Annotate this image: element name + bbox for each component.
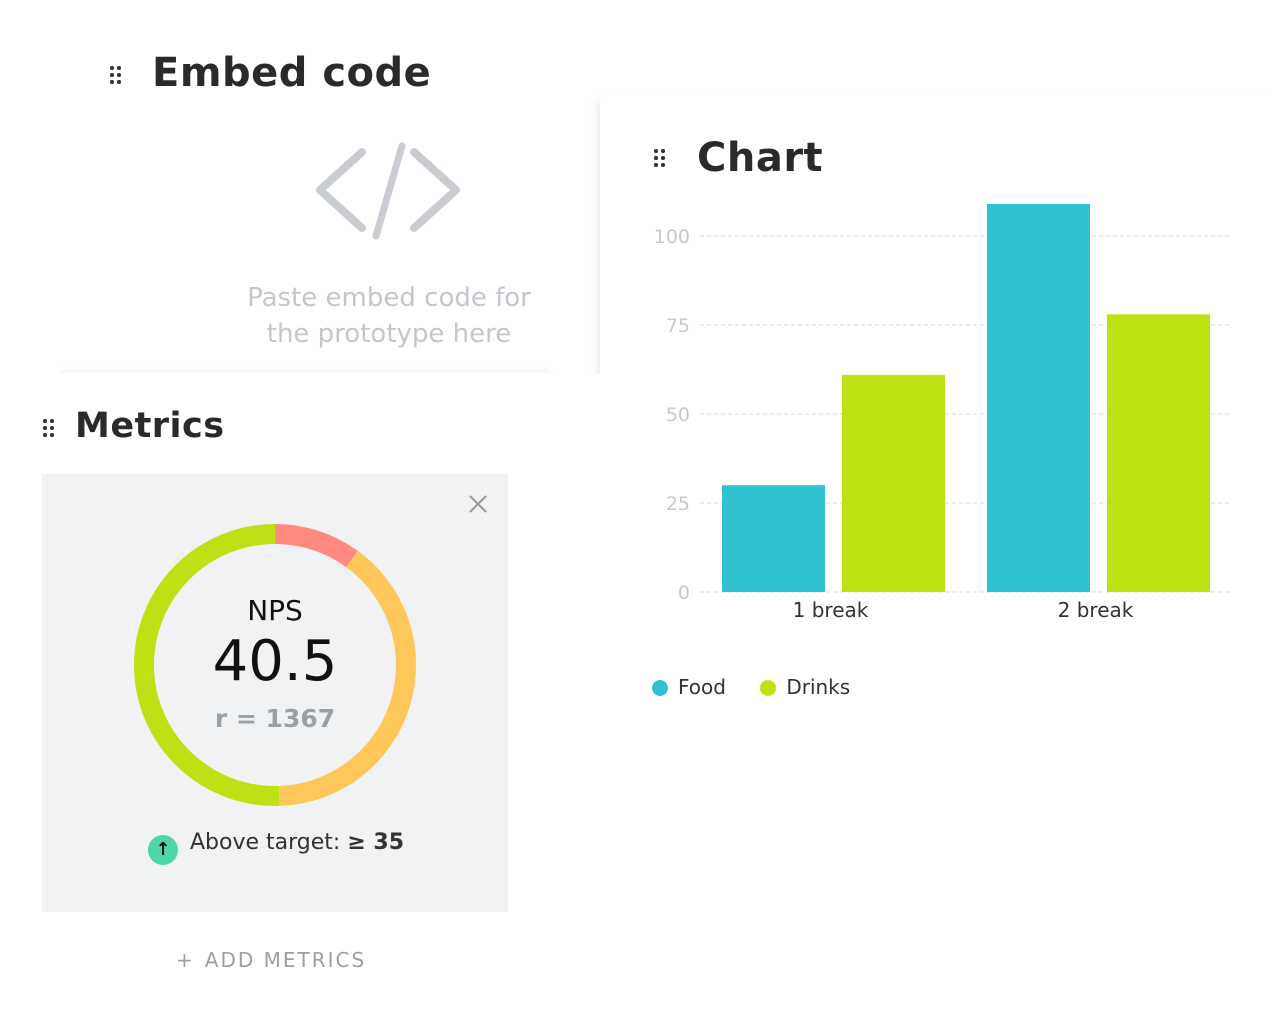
response-count: r = 1367: [214, 704, 336, 733]
nps-metric-card: NPS 40.5 r = 1367 ↑ Above target: ≥ 35: [42, 474, 508, 912]
donut-segment-detractors: [274, 524, 358, 568]
metrics-title: Metrics: [75, 406, 225, 446]
legend-label: Food: [678, 675, 726, 699]
target-label: Above target:: [190, 830, 341, 855]
legend-item-food[interactable]: Food: [652, 675, 726, 699]
y-tick-label: 50: [666, 404, 690, 426]
target-status: ↑ Above target: ≥ 35: [148, 830, 404, 865]
x-tick-label: 2 break: [1058, 598, 1134, 622]
y-tick-label: 0: [678, 582, 690, 604]
embed-placeholder[interactable]: Paste embed code for the prototype here: [190, 280, 588, 352]
bar-drinks: [1107, 314, 1210, 592]
plus-icon: +: [176, 948, 195, 972]
bar-drinks: [842, 374, 945, 592]
nps-value: 40.5: [212, 629, 338, 694]
code-icon: [316, 142, 460, 240]
legend-dot-icon: [652, 680, 668, 696]
metrics-panel: Metrics NPS 40.5 r = 1367 ↑ Above target:…: [0, 374, 600, 1012]
embed-code-panel: Embed code Paste embed code for the prot…: [0, 0, 600, 400]
bar-food: [987, 203, 1090, 592]
target-value: ≥ 35: [347, 830, 405, 855]
y-tick-label: 75: [666, 315, 690, 337]
legend-dot-icon: [760, 680, 777, 696]
close-icon[interactable]: [468, 494, 488, 514]
bar-chart: 0 25 50 75 100 1 break 2 break: [654, 203, 1230, 622]
add-metrics-button[interactable]: + ADD METRICS: [176, 948, 366, 972]
chart-title: Chart: [697, 135, 824, 181]
chart-legend: Food Drinks: [652, 675, 850, 699]
arrow-up-icon: ↑: [148, 835, 178, 865]
legend-item-drinks[interactable]: Drinks: [760, 675, 850, 699]
legend-label: Drinks: [786, 675, 851, 699]
drag-handle-icon[interactable]: [110, 66, 122, 84]
drag-handle-icon[interactable]: [654, 149, 666, 167]
add-metrics-label: ADD METRICS: [204, 948, 367, 972]
x-tick-label: 1 break: [793, 598, 869, 622]
bar-food: [722, 485, 825, 592]
embed-placeholder-line: the prototype here: [266, 319, 512, 349]
donut-segment-promoters: [134, 524, 280, 806]
donut-segment-passives: [278, 550, 416, 806]
chart-panel: Chart 0 25 50 75 100 1 break 2 break Food Drin…: [600, 95, 1280, 1012]
drag-handle-icon[interactable]: [43, 419, 55, 437]
y-tick-label: 25: [666, 493, 690, 515]
embed-placeholder-line: Paste embed code for: [247, 283, 531, 313]
nps-label: NPS: [247, 594, 303, 627]
embed-title: Embed code: [152, 50, 432, 96]
nps-donut: [134, 524, 416, 806]
y-tick-label: 100: [654, 226, 690, 248]
